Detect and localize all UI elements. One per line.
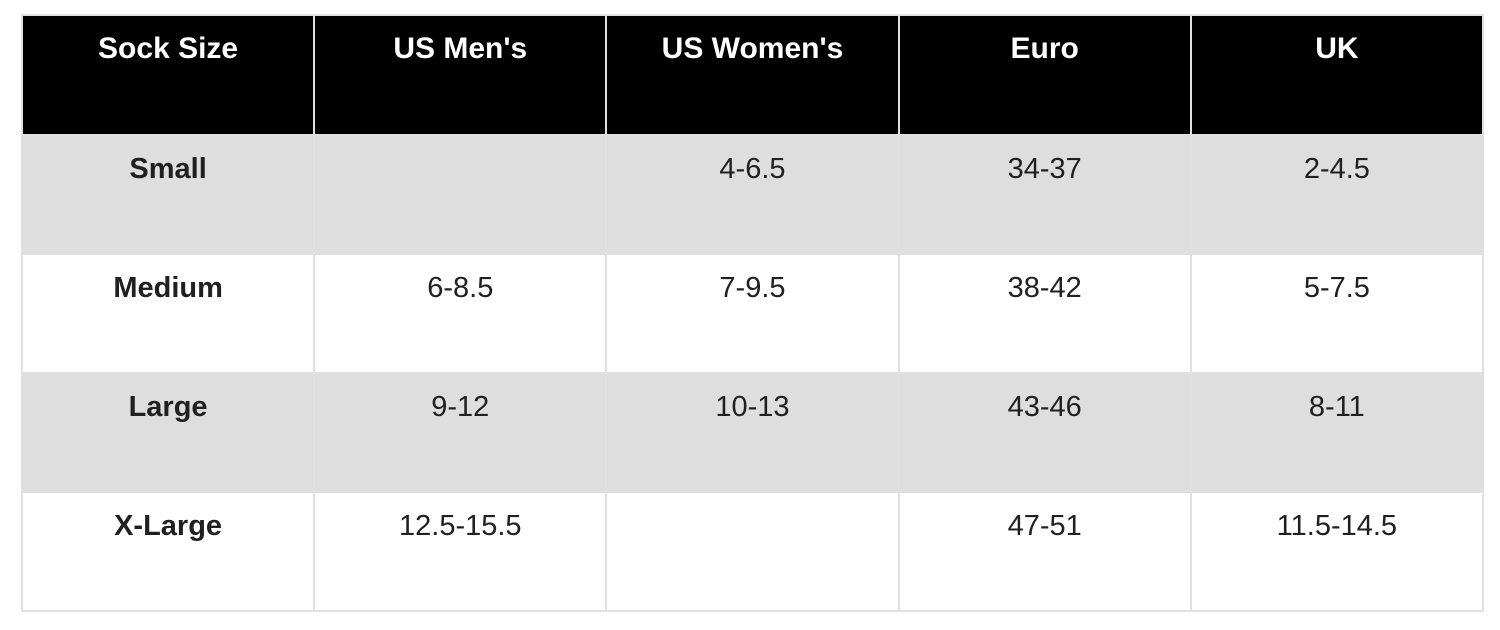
table-cell: 47-51 — [897, 491, 1192, 612]
table-cell — [313, 134, 608, 255]
table-row-x-large: X-Large 12.5-15.5 47-51 11.5-14.5 — [20, 491, 1485, 612]
table-cell: 34-37 — [897, 134, 1192, 255]
column-header-us-womens: US Women's — [605, 14, 900, 136]
row-label: Large — [20, 372, 316, 493]
table-row-medium: Medium 6-8.5 7-9.5 38-42 5-7.5 — [20, 253, 1485, 374]
table-cell: 4-6.5 — [605, 134, 900, 255]
table-cell: 7-9.5 — [605, 253, 900, 374]
table-cell — [605, 491, 900, 612]
row-label: X-Large — [20, 491, 316, 612]
sock-size-conversion-table: Sock Size US Men's US Women's Euro UK Sm… — [20, 14, 1485, 612]
table-body: Small 4-6.5 34-37 2-4.5 Medium 6-8.5 7-9… — [20, 134, 1485, 612]
header-row: Sock Size US Men's US Women's Euro UK — [20, 14, 1485, 136]
table-cell: 38-42 — [897, 253, 1192, 374]
table-cell: 6-8.5 — [313, 253, 608, 374]
table-cell: 43-46 — [897, 372, 1192, 493]
column-header-euro: Euro — [897, 14, 1192, 136]
table-header: Sock Size US Men's US Women's Euro UK — [20, 14, 1485, 136]
table-cell: 10-13 — [605, 372, 900, 493]
row-label: Small — [20, 134, 316, 255]
table-cell: 8-11 — [1189, 372, 1485, 493]
table-cell: 11.5-14.5 — [1189, 491, 1485, 612]
column-header-uk: UK — [1189, 14, 1485, 136]
table-cell: 5-7.5 — [1189, 253, 1485, 374]
table-cell: 12.5-15.5 — [313, 491, 608, 612]
column-header-sock-size: Sock Size — [20, 14, 316, 136]
row-label: Medium — [20, 253, 316, 374]
table-cell: 9-12 — [313, 372, 608, 493]
table-row-large: Large 9-12 10-13 43-46 8-11 — [20, 372, 1485, 493]
table-cell: 2-4.5 — [1189, 134, 1485, 255]
table-row-small: Small 4-6.5 34-37 2-4.5 — [20, 134, 1485, 255]
column-header-us-mens: US Men's — [313, 14, 608, 136]
